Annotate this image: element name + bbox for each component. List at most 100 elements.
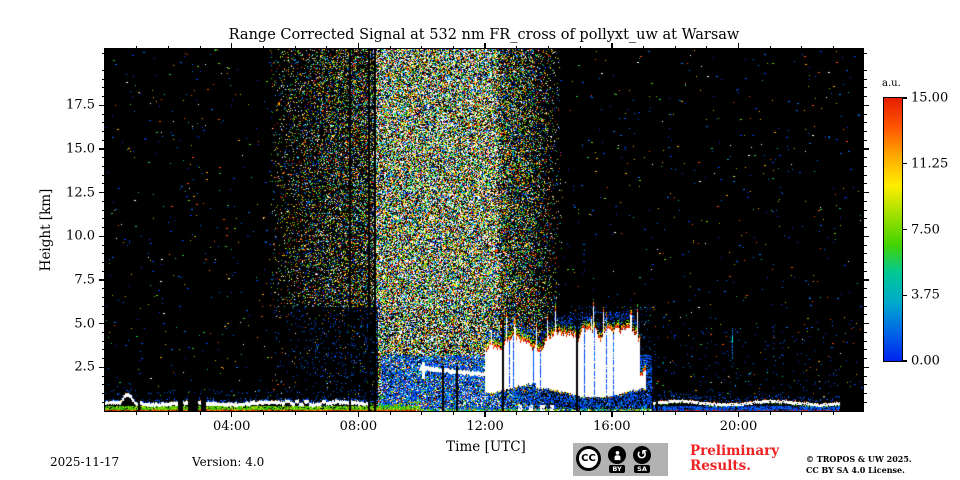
y-minor-tick [101, 78, 105, 80]
colorbar-tick [903, 294, 907, 296]
x-tick-label: 08:00 [339, 419, 378, 434]
y-minor-tick [101, 52, 105, 54]
x-minor-tick [452, 45, 454, 49]
y-minor-tick [101, 384, 105, 386]
x-major-tick [357, 43, 360, 49]
x-minor-tick [642, 411, 644, 415]
y-minor-tick [863, 349, 867, 351]
colorbar: 15.00 11.25 7.50 3.75 0.00 [883, 91, 948, 369]
y-minor-tick [863, 384, 867, 386]
y-minor-tick [101, 244, 105, 246]
y-minor-tick [101, 87, 105, 89]
chart-title: Range Corrected Signal at 532 nm FR_cros… [228, 27, 740, 43]
x-major-tick [737, 411, 740, 417]
y-minor-tick [863, 78, 867, 80]
colorbar-tick [903, 163, 907, 165]
y-minor-tick [101, 122, 105, 124]
y-minor-tick [101, 183, 105, 185]
y-major-tick [863, 279, 869, 281]
y-minor-tick [863, 305, 867, 307]
footer-date: 2025-11-17 [50, 455, 120, 469]
x-minor-tick [452, 411, 454, 415]
y-minor-tick [863, 122, 867, 124]
y-minor-tick [101, 270, 105, 272]
y-minor-tick [863, 288, 867, 290]
y-major-tick [99, 235, 105, 238]
x-minor-tick [674, 45, 676, 49]
y-minor-tick [863, 157, 867, 159]
x-major-tick [611, 411, 613, 417]
y-minor-tick [863, 139, 867, 141]
y-minor-tick [863, 393, 867, 395]
y-minor-tick [101, 305, 105, 307]
x-minor-tick [516, 45, 518, 49]
x-minor-tick [547, 411, 549, 415]
sa-arrow-icon: ↺ [633, 446, 651, 464]
y-tick-label: 17.5 [66, 97, 95, 113]
x-minor-tick [326, 45, 328, 49]
y-major-tick [99, 148, 105, 150]
x-axis-label: Time [UTC] [446, 439, 526, 455]
sa-label: SA [634, 465, 650, 473]
y-tick-label: 2.5 [74, 359, 95, 375]
y-minor-tick [101, 393, 105, 395]
colorbar-tick-label: 3.75 [911, 287, 940, 303]
x-major-tick [357, 411, 360, 417]
y-minor-tick [863, 296, 867, 298]
y-minor-tick [101, 262, 105, 264]
x-major-tick [484, 43, 486, 49]
y-tick-label: 5.0 [74, 316, 95, 332]
x-minor-tick [262, 45, 264, 49]
colorbar-tick [903, 228, 907, 231]
y-minor-tick [863, 218, 867, 220]
plot-canvas [105, 49, 863, 411]
x-minor-tick [421, 411, 423, 415]
x-tick-label: 20:00 [719, 419, 758, 434]
colorbar-tick [903, 360, 907, 362]
x-tick-label: 04:00 [212, 419, 251, 434]
cc-license-badge[interactable]: CC BY ↺ SA [573, 443, 668, 476]
y-minor-tick [863, 375, 867, 377]
preliminary-note: Preliminary Results. [690, 443, 780, 474]
y-minor-tick [863, 174, 867, 176]
y-minor-tick [101, 227, 105, 229]
y-major-tick [99, 192, 105, 194]
by-column: BY [608, 445, 626, 473]
y-major-tick [99, 366, 105, 369]
colorbar-tick-label: 15.00 [911, 90, 949, 106]
x-minor-tick [199, 411, 201, 415]
y-minor-tick [101, 375, 105, 377]
x-minor-tick [167, 45, 169, 49]
x-minor-tick [421, 45, 423, 49]
x-minor-tick [833, 45, 835, 49]
y-minor-tick [863, 52, 867, 54]
x-minor-tick [706, 411, 708, 415]
y-major-tick [99, 322, 105, 325]
y-minor-tick [101, 131, 105, 133]
y-minor-tick [863, 244, 867, 246]
x-tick-label: 16:00 [593, 419, 631, 434]
y-minor-tick [863, 253, 867, 255]
y-minor-tick [863, 69, 867, 71]
y-minor-tick [101, 218, 105, 220]
y-minor-tick [863, 227, 867, 229]
y-tick-label: 15.0 [66, 141, 95, 157]
x-major-tick [231, 43, 233, 49]
y-minor-tick [101, 358, 105, 360]
x-minor-tick [326, 411, 328, 415]
y-minor-tick [101, 288, 105, 290]
x-minor-tick [262, 411, 264, 415]
y-major-tick [863, 235, 869, 238]
x-minor-tick [516, 411, 518, 415]
x-minor-tick [579, 411, 581, 415]
x-major-tick [231, 411, 233, 417]
colorbar-gradient [883, 97, 903, 362]
y-minor-tick [863, 209, 867, 211]
x-minor-tick [674, 411, 676, 415]
x-minor-tick [769, 45, 771, 49]
y-minor-tick [863, 340, 867, 342]
footer-version: Version: 4.0 [192, 455, 265, 469]
y-minor-tick [863, 131, 867, 133]
colorbar-tick-label: 0.00 [911, 353, 940, 369]
